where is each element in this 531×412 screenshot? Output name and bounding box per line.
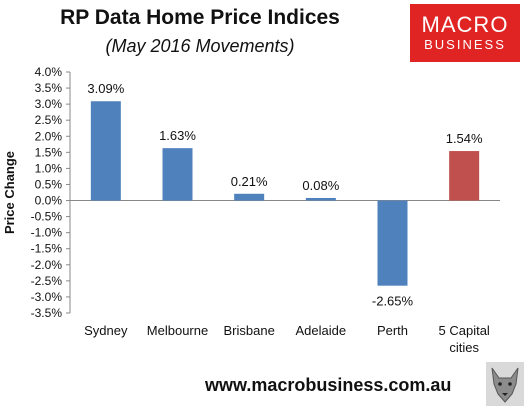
chart-subtitle: (May 2016 Movements) <box>105 36 295 56</box>
bar-sydney <box>90 101 121 201</box>
data-label: 3.09% <box>87 81 124 96</box>
x-tick-label: 5 Capital cities <box>439 323 490 355</box>
data-label: 1.63% <box>159 128 196 143</box>
bar-brisbane <box>234 193 265 201</box>
data-label: 0.21% <box>231 174 268 189</box>
footer-url: www.macrobusiness.com.au <box>205 375 452 395</box>
y-tick-label: -1.0% <box>31 226 63 240</box>
y-tick-label: -2.0% <box>31 258 63 272</box>
x-tick-label: Sydney <box>84 323 128 338</box>
x-tick-label: Adelaide <box>296 323 347 338</box>
x-tick-label: Melbourne <box>147 323 208 338</box>
chart-title: RP Data Home Price Indices <box>60 6 340 29</box>
y-tick-label: 2.0% <box>35 129 63 143</box>
x-tick-label: Brisbane <box>224 323 275 338</box>
y-tick-label: -3.0% <box>31 290 63 304</box>
data-label: -2.65% <box>372 294 414 309</box>
y-tick-label: 1.5% <box>35 145 63 159</box>
y-tick-label: 3.0% <box>35 97 63 111</box>
y-tick-label: 2.5% <box>35 113 63 127</box>
y-tick-label: -1.5% <box>31 242 63 256</box>
bar-perth <box>377 200 408 286</box>
y-tick-label: 3.5% <box>35 81 63 95</box>
macrobusiness-logo: MACRO BUSINESS <box>410 4 520 62</box>
data-label: 0.08% <box>302 178 339 193</box>
data-label: 1.54% <box>446 131 483 146</box>
wolf-icon <box>486 362 524 406</box>
y-tick-label: 1.0% <box>35 161 63 175</box>
y-tick-label: 4.0% <box>35 65 63 79</box>
logo-line2: BUSINESS <box>424 37 506 52</box>
y-tick-label: -2.5% <box>31 274 63 288</box>
bar-adelaide <box>305 197 336 201</box>
y-tick-label: -0.5% <box>31 210 63 224</box>
x-tick-label: Perth <box>377 323 408 338</box>
logo-line1: MACRO <box>421 12 509 37</box>
bar-5-capital-cities <box>449 151 480 201</box>
y-axis-title: Price Change <box>2 151 17 234</box>
y-tick-label: 0.5% <box>35 177 63 191</box>
y-tick-label: -3.5% <box>31 306 63 320</box>
y-tick-label: 0.0% <box>35 194 63 208</box>
bar-melbourne <box>162 148 193 201</box>
